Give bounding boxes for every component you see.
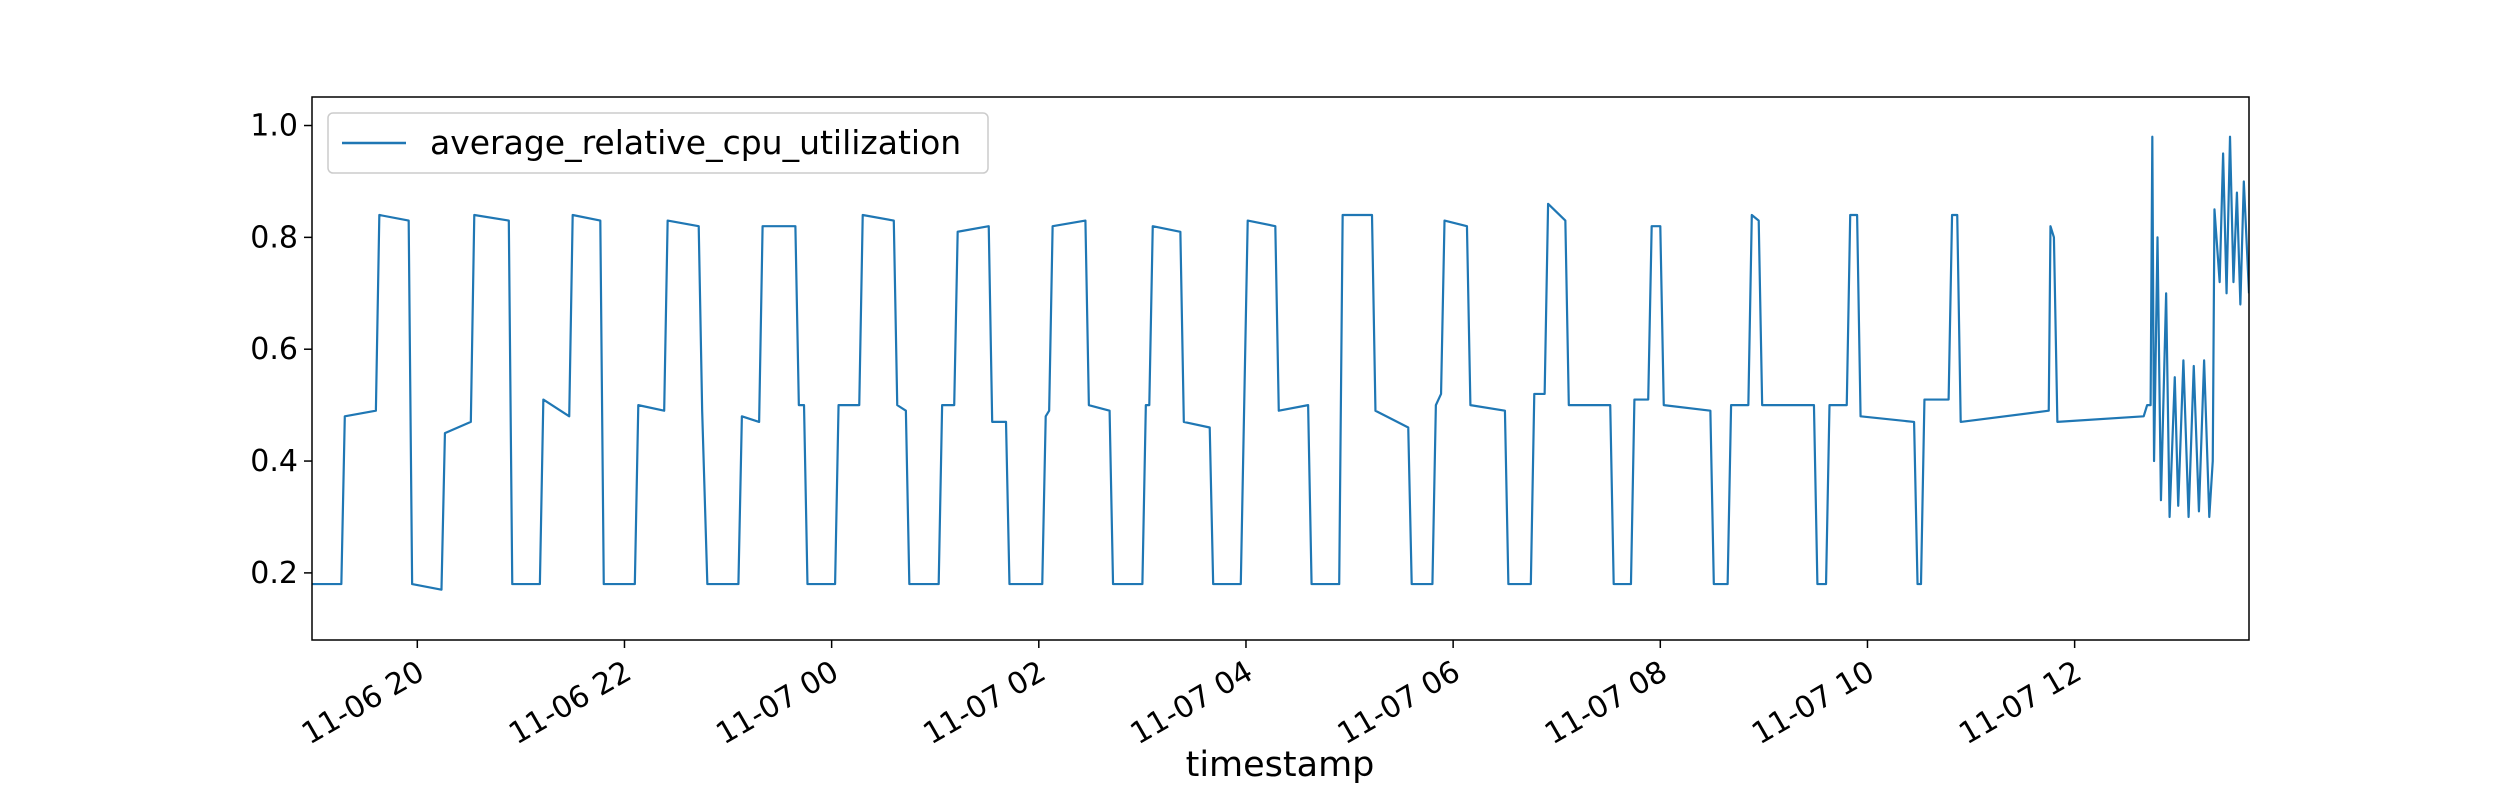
plot-frame	[311, 96, 2250, 641]
legend-label: average_relative_cpu_utilization	[430, 123, 961, 162]
x-tick-label: 11-07 10	[1746, 654, 1880, 752]
legend: average_relative_cpu_utilization	[327, 112, 989, 174]
x-tick-label: 11-07 04	[1125, 654, 1259, 752]
y-tick-label: 0.8	[250, 220, 298, 255]
y-tick-label: 0.4	[250, 444, 298, 479]
x-tick-label: 11-07 06	[1332, 654, 1466, 752]
x-tick-label: 11-06 22	[503, 654, 637, 752]
legend-box	[327, 112, 989, 174]
y-tick-label: 0.6	[250, 332, 298, 367]
x-tick-label: 11-06 20	[296, 654, 430, 752]
x-axis-label: timestamp	[1186, 745, 1375, 785]
x-tick-label: 11-07 00	[710, 654, 844, 752]
x-tick-label: 11-07 12	[1953, 654, 2087, 752]
x-tick-label: 11-07 02	[917, 654, 1051, 752]
series-line	[312, 135, 2249, 591]
x-tick-label: 11-07 08	[1539, 654, 1673, 752]
y-tick-label: 1.0	[250, 109, 298, 144]
y-tick-label: 0.2	[250, 556, 298, 591]
